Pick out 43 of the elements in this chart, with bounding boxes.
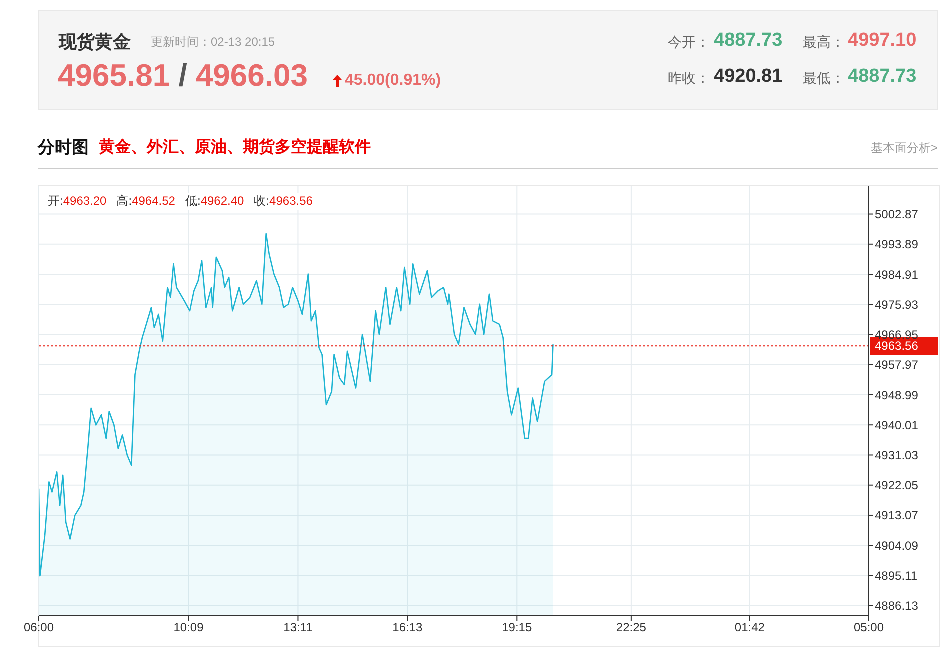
x-tick-label: 13:11 (284, 620, 314, 635)
y-tick-label: 4904.09 (875, 538, 919, 553)
x-tick-label: 10:09 (174, 620, 204, 635)
x-tick-label: 06:00 (24, 620, 54, 635)
y-tick-label: 4948.99 (875, 388, 919, 402)
chart-title: 现货黄金 (59, 31, 131, 54)
y-tick-label: 4975.93 (875, 298, 919, 312)
y-tick-label: 4931.03 (875, 448, 919, 462)
text: 今开： (668, 34, 710, 52)
text: 基本面分析> (871, 140, 938, 157)
y-tick-label: 4940.01 (875, 418, 919, 432)
text: 分时图 (38, 137, 89, 159)
y-tick-label: 4913.07 (875, 508, 919, 523)
text: 黄金、外汇、原油、期货多空提醒软件 (99, 137, 371, 158)
annotation: 4963.20 (63, 194, 107, 208)
text: 昨收： (668, 70, 710, 88)
x-tick-label: 19:15 (502, 620, 532, 635)
text: 45.00(0.91%) (345, 72, 442, 90)
x-tick-label: 05:00 (854, 620, 884, 635)
text: 最高： (803, 34, 845, 52)
text: 4887.73 (714, 30, 783, 52)
y-tick-label: 4922.05 (875, 478, 919, 493)
y-tick-label: 4957.97 (875, 358, 919, 372)
annotation: 4964.52 (132, 194, 176, 208)
text: 4965.81 (58, 58, 170, 93)
y-tick-label: 4895.11 (875, 568, 918, 583)
x-tick-label: 22:25 (616, 620, 647, 635)
text: 最低： (803, 70, 845, 88)
annotation: 4962.40 (200, 194, 244, 208)
text: 4887.73 (848, 66, 917, 88)
y-tick-label: 4993.89 (875, 238, 919, 252)
text: / (178, 58, 188, 93)
chart-subtitle: 更新时间：02-13 20:15 (151, 34, 276, 51)
y-tick-label: 5002.87 (875, 208, 919, 222)
text: 4997.10 (848, 30, 917, 52)
ref-line-label: 4963.56 (875, 339, 919, 354)
text: 4966.03 (196, 58, 308, 93)
text: 4920.81 (714, 66, 783, 88)
x-tick-label: 01:42 (734, 620, 766, 635)
y-tick-label: 4984.91 (875, 268, 919, 282)
y-tick-label: 4886.13 (875, 599, 919, 614)
annotation: 4963.56 (270, 194, 313, 208)
x-tick-label: 16:13 (392, 620, 424, 635)
